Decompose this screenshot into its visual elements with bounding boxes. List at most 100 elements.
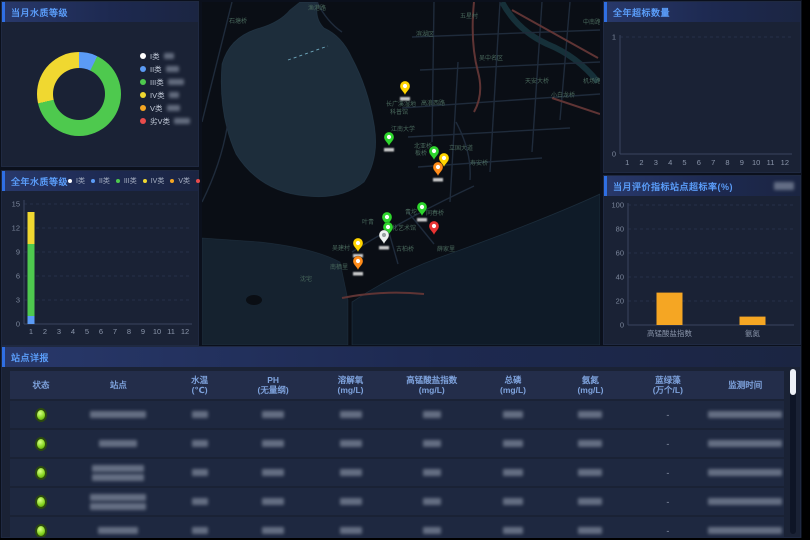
legend-item[interactable]: IV类 [142, 177, 164, 185]
value-cell [312, 469, 389, 476]
value-cell [234, 469, 311, 476]
table-row[interactable]: - [10, 488, 784, 515]
legend-dot-icon [139, 92, 146, 98]
value-cell [234, 411, 311, 418]
panel-monthly-exceed-rate: 当月评价指标站点超标率(%) 0 20 40 60 80 100 高锰酸盐指数 氨氮 [604, 176, 800, 344]
timestamp-masked [708, 527, 783, 534]
panel-title: 站点详报 [11, 352, 50, 363]
legend-item[interactable]: III类 [139, 78, 190, 87]
value-masked [578, 469, 603, 476]
time-cell [707, 411, 784, 418]
value-cell [234, 498, 311, 505]
svg-text:6: 6 [697, 158, 701, 167]
legend-dot-icon [139, 53, 146, 59]
value-masked [339, 527, 362, 534]
map-place-label: 长广溪湿地 [386, 100, 416, 108]
map-place-label: 薛家里 [437, 245, 455, 253]
value-cell [165, 469, 235, 476]
value-cell [474, 527, 551, 534]
legend-label: V类 [149, 103, 163, 113]
table-row[interactable]: - [10, 401, 784, 428]
svg-text:80: 80 [616, 225, 624, 234]
rate-bar[interactable] [739, 316, 766, 325]
map-place-label: 天安大桥 [525, 77, 549, 85]
table-scrollbar[interactable] [790, 369, 796, 534]
stacked-bar-segment[interactable] [27, 316, 35, 324]
legend-item[interactable]: I类 [68, 177, 85, 185]
map-place-label: 南栖里 [330, 263, 348, 271]
map-pin-green[interactable] [416, 201, 428, 222]
legend-item[interactable]: V类 [170, 177, 190, 185]
timestamp-masked [708, 411, 783, 418]
map-base-layer [201, 0, 601, 346]
map-pin-red[interactable] [428, 220, 440, 236]
svg-text:10: 10 [752, 158, 760, 167]
map-place-label: 江南大学 [391, 125, 415, 133]
map-place-label: 北亚桥 [414, 142, 432, 150]
svg-text:11: 11 [767, 158, 775, 167]
legend-item[interactable]: 劣V类 [139, 117, 190, 126]
map-pin-yellow[interactable] [438, 152, 450, 168]
panel-header: 全年超标数量 [604, 2, 800, 22]
svg-text:3: 3 [654, 158, 658, 167]
timestamp-masked [708, 498, 783, 505]
value-masked [578, 527, 603, 534]
map-pin-white[interactable] [378, 229, 390, 250]
legend-label: I类 [76, 178, 85, 185]
algae-cell: - [629, 410, 706, 420]
map-place-label: 五星村 [460, 12, 478, 20]
station-name-cell [72, 440, 165, 447]
algae-value: - [666, 525, 670, 536]
legend-item[interactable]: II类 [90, 177, 110, 185]
monthly-grade-donut-chart[interactable] [37, 52, 121, 136]
map-pin-green[interactable] [428, 145, 440, 161]
stacked-bar-segment[interactable] [27, 212, 35, 244]
value-cell [312, 440, 389, 447]
legend-item[interactable]: III类 [115, 177, 137, 185]
legend-dot-icon [142, 179, 147, 183]
svg-text:0: 0 [612, 150, 616, 159]
table-row[interactable]: - [10, 459, 784, 486]
algae-value: - [666, 467, 670, 478]
value-cell [165, 440, 235, 447]
rules-link-masked[interactable] [774, 182, 794, 190]
svg-text:2: 2 [43, 327, 47, 336]
legend-value-masked [165, 66, 179, 72]
legend-value-masked [163, 53, 174, 59]
legend-item[interactable]: V类 [139, 103, 190, 113]
exceed-rate-bar-chart[interactable]: 0 20 40 60 80 100 高锰酸盐指数 氨氮 [604, 198, 800, 344]
map-place-label: 寿安桥 [470, 159, 488, 167]
svg-text:15: 15 [12, 200, 20, 209]
map-pin-yellow[interactable] [399, 80, 411, 101]
map-place-label: 滨湖区 [416, 30, 434, 38]
rate-bar[interactable] [656, 292, 683, 325]
map-pin-green[interactable] [381, 211, 393, 227]
column-header: 状态 [32, 380, 50, 390]
svg-text:8: 8 [725, 158, 729, 167]
table-row[interactable]: - [10, 517, 784, 537]
value-masked [578, 440, 603, 447]
annual-exceed-bar-chart[interactable]: 011 2 3 4 5 6 7 8 9 10 11 12 [604, 24, 800, 172]
map-pin-orange[interactable] [432, 161, 444, 182]
status-cell [10, 523, 72, 537]
scrollbar-thumb[interactable] [790, 369, 796, 395]
map-pin-green[interactable] [383, 131, 395, 152]
value-masked [262, 440, 285, 447]
map-place-label: 吴中名区 [479, 54, 503, 62]
legend-item[interactable]: IV类 [139, 91, 190, 100]
panel-title: 全年超标数量 [613, 7, 671, 18]
map-pin-yellow[interactable] [352, 237, 364, 258]
map-pin-orange[interactable] [352, 255, 364, 276]
legend-item[interactable]: II类 [139, 65, 190, 74]
stacked-bar-segment[interactable] [27, 244, 35, 316]
map-view[interactable]: 石塘桥 渔港路 五星村 滨湖区 中南路 吴中名区 天安大桥 机场路 小白龙桥 高浪西路 长广溪湿地科… [201, 0, 601, 346]
table-header-row: 状态 站点 水温 (℃) PH (无量纲) 溶解氧 (mg/L) 高锰酸盐指数 (mg/L) 总磷(… [10, 371, 784, 399]
value-cell [234, 527, 311, 534]
value-masked [191, 527, 208, 534]
panel-annual-exceed-count: 全年超标数量 0 1 1 2 3 4 5 6 7 8 9 10 11 12 [604, 2, 800, 172]
table-row[interactable]: - [10, 430, 784, 457]
legend-item[interactable]: I类 [139, 52, 190, 61]
value-masked [578, 498, 603, 505]
